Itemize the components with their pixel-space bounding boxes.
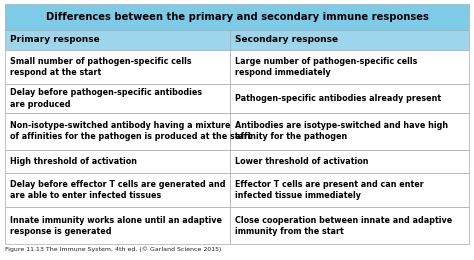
- Text: Small number of pathogen-specific cells
respond at the start: Small number of pathogen-specific cells …: [10, 57, 191, 77]
- Bar: [230, 30, 469, 50]
- Text: Delay before effector T cells are generated and
are able to enter infected tissu: Delay before effector T cells are genera…: [10, 180, 226, 200]
- Bar: [230, 150, 469, 173]
- Bar: [230, 113, 469, 150]
- Text: Figure 11.13 The Immune System, 4th ed. (© Garland Science 2015): Figure 11.13 The Immune System, 4th ed. …: [5, 246, 221, 252]
- Text: Close cooperation between innate and adaptive
immunity from the start: Close cooperation between innate and ada…: [235, 216, 452, 236]
- Text: Effector T cells are present and can enter
infected tissue immediately: Effector T cells are present and can ent…: [235, 180, 424, 200]
- Bar: [5, 4, 469, 30]
- Text: High threshold of activation: High threshold of activation: [10, 157, 137, 166]
- Bar: [230, 50, 469, 84]
- Bar: [5, 30, 230, 50]
- Bar: [230, 207, 469, 244]
- Text: Lower threshold of activation: Lower threshold of activation: [235, 157, 369, 166]
- Bar: [5, 84, 230, 113]
- Text: Antibodies are isotype-switched and have high
affinity for the pathogen: Antibodies are isotype-switched and have…: [235, 121, 448, 141]
- Text: Large number of pathogen-specific cells
respond immediately: Large number of pathogen-specific cells …: [235, 57, 418, 77]
- Text: Innate immunity works alone until an adaptive
response is generated: Innate immunity works alone until an ada…: [10, 216, 222, 236]
- Text: Secondary response: Secondary response: [235, 36, 338, 44]
- Bar: [5, 150, 230, 173]
- Text: Non-isotype-switched antibody having a mixture
of affinities for the pathogen is: Non-isotype-switched antibody having a m…: [10, 121, 252, 141]
- Bar: [5, 50, 230, 84]
- Text: Pathogen-specific antibodies already present: Pathogen-specific antibodies already pre…: [235, 94, 441, 103]
- Bar: [5, 207, 230, 244]
- Text: Primary response: Primary response: [10, 36, 100, 44]
- Text: Differences between the primary and secondary immune responses: Differences between the primary and seco…: [46, 12, 428, 22]
- Bar: [5, 113, 230, 150]
- Bar: [230, 84, 469, 113]
- Text: Delay before pathogen-specific antibodies
are produced: Delay before pathogen-specific antibodie…: [10, 88, 202, 109]
- Bar: [5, 173, 230, 207]
- Bar: [230, 173, 469, 207]
